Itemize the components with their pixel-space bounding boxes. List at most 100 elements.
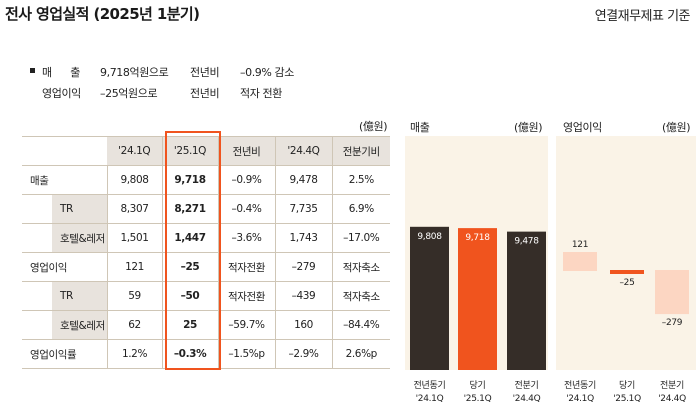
table-cell: 1,743 (275, 223, 333, 253)
profit-value-label: 121 (572, 240, 588, 250)
profit-category-label: 당기 (619, 380, 635, 391)
row-label: 호텔&레저 (52, 310, 108, 340)
summary-label: 매 출 (42, 66, 81, 79)
table-cell: 9,478 (275, 165, 333, 195)
table-cell: 6.9% (332, 194, 390, 224)
indent-cell (22, 281, 52, 311)
summary-change: 적자 전환 (240, 87, 282, 100)
row-label: TR (52, 281, 108, 311)
table-row: 호텔&레저 62 25 –59.7% 160 –84.4% (22, 310, 390, 340)
indent-cell (22, 310, 52, 340)
summary-change: –0.9% 감소 (240, 66, 294, 79)
table-cell: –439 (275, 281, 333, 311)
profit-category-label: '24.4Q (658, 394, 686, 404)
revenue-category-label: 전년동기 (414, 380, 446, 391)
row-label: 영업이익 (22, 252, 108, 282)
table-cell: –0.3% (162, 339, 219, 369)
bullet-square-icon (30, 68, 35, 73)
financial-table: '24.1Q '25.1Q 전년비 '24.4Q 전분기비 매출 9,808 9,718 –0.… (22, 136, 390, 369)
column-header: '24.1Q (107, 136, 163, 166)
table-cell: 적자축소 (332, 281, 390, 311)
page-title: 전사 영업실적 (2025년 1분기) (5, 5, 200, 23)
table-cell: 적자전환 (218, 252, 276, 282)
header-blank-cell (22, 136, 107, 166)
row-label: 매출 (22, 165, 108, 195)
table-cell: 160 (275, 310, 333, 340)
table-cell: –50 (162, 281, 219, 311)
profit-bar (655, 270, 689, 315)
table-cell: 25 (162, 310, 219, 340)
table-header-row: '24.1Q '25.1Q 전년비 '24.4Q 전분기비 (22, 136, 390, 166)
table-cell: 8,271 (162, 194, 219, 224)
column-header: 전분기비 (332, 136, 390, 166)
indent-cell (22, 194, 52, 224)
table-cell: –17.0% (332, 223, 390, 253)
table-cell: –0.9% (218, 165, 276, 195)
table-row: TR 8,307 8,271 –0.4% 7,735 6.9% (22, 194, 390, 224)
profit-value-label: –279 (662, 318, 683, 328)
table-cell: 1,447 (162, 223, 219, 253)
basis-label: 연결재무제표 기준 (594, 9, 691, 24)
summary-compare: 전년비 (190, 87, 220, 100)
table-cell: 7,735 (275, 194, 333, 224)
table-cell: –84.4% (332, 310, 390, 340)
table-cell: 59 (107, 281, 163, 311)
summary-compare: 전년비 (190, 66, 220, 79)
table-cell: –0.4% (218, 194, 276, 224)
table-cell: –59.7% (218, 310, 276, 340)
table-cell: 121 (107, 252, 163, 282)
row-label: TR (52, 194, 108, 224)
table-cell: 1,501 (107, 223, 163, 253)
table-unit: (億원) (359, 120, 388, 133)
table-row: 매출 9,808 9,718 –0.9% 9,478 2.5% (22, 165, 390, 195)
table-row: TR 59 –50 적자전환 –439 적자축소 (22, 281, 390, 311)
revenue-category-label: '24.4Q (513, 394, 541, 404)
profit-chart-title: 영업이익 (563, 121, 602, 134)
revenue-category-label: '24.1Q (416, 394, 444, 404)
indent-cell (22, 223, 52, 253)
table-cell: –2.9% (275, 339, 333, 369)
revenue-value-label: 9,478 (514, 237, 539, 247)
table-cell: –1.5%p (218, 339, 276, 369)
table-cell: 9,808 (107, 165, 163, 195)
table-cell: 2.5% (332, 165, 390, 195)
column-header: '24.4Q (275, 136, 333, 166)
profit-category-label: 전분기 (660, 380, 684, 391)
summary-value: 9,718억원으로 (100, 66, 169, 79)
revenue-category-label: '25.1Q (464, 394, 492, 404)
revenue-category-label: 당기 (470, 380, 486, 391)
revenue-bar (410, 226, 449, 370)
revenue-category-label: 전분기 (515, 380, 539, 391)
profit-chart-unit: (億원) (662, 121, 691, 134)
profit-category-label: '24.1Q (566, 394, 594, 404)
revenue-bar (507, 231, 546, 370)
summary-label: 영업이익 (42, 87, 81, 100)
table-cell: –279 (275, 252, 333, 282)
table-cell: 9,718 (162, 165, 219, 195)
table-cell: –3.6% (218, 223, 276, 253)
column-header: 전년비 (218, 136, 276, 166)
table-cell: 1.2% (107, 339, 163, 369)
row-label: 호텔&레저 (52, 223, 108, 253)
table-row: 호텔&레저 1,501 1,447 –3.6% 1,743 –17.0% (22, 223, 390, 253)
profit-bar (563, 252, 597, 271)
summary-value: –25억원으로 (100, 87, 158, 100)
profit-bar (610, 270, 644, 274)
revenue-chart-unit: (億원) (514, 121, 543, 134)
profit-category-label: 전년동기 (564, 380, 596, 391)
profit-value-label: –25 (619, 278, 634, 288)
column-header: '25.1Q (162, 136, 219, 166)
table-row: 영업이익률 1.2% –0.3% –1.5%p –2.9% 2.6%p (22, 339, 390, 369)
row-label: 영업이익률 (22, 339, 108, 369)
revenue-value-label: 9,718 (465, 233, 490, 243)
table-cell: –25 (162, 252, 219, 282)
revenue-bar (458, 228, 497, 370)
table-cell: 2.6%p (332, 339, 390, 369)
table-cell: 적자축소 (332, 252, 390, 282)
table-cell: 적자전환 (218, 281, 276, 311)
current-quarter-highlight (165, 131, 221, 370)
table-cell: 62 (107, 310, 163, 340)
revenue-chart-title: 매출 (410, 121, 430, 134)
revenue-value-label: 9,808 (417, 232, 442, 242)
